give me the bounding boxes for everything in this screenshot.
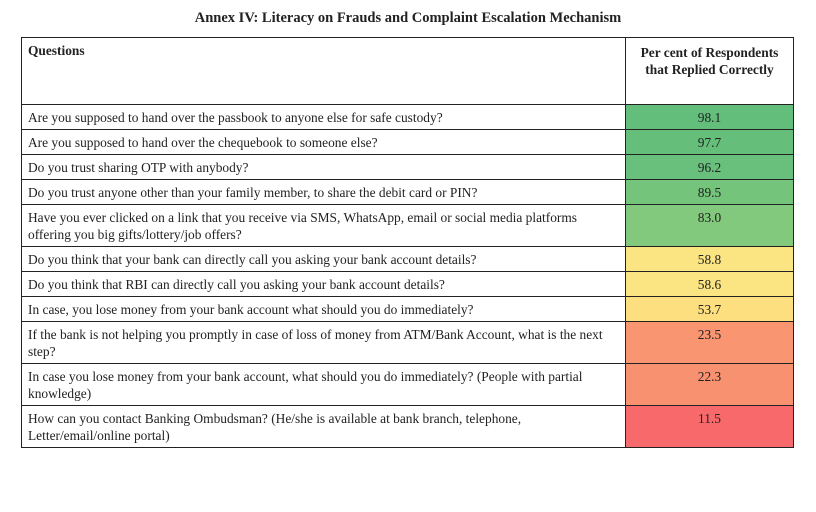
percent-cell: 53.7 [625, 296, 794, 322]
question-cell: Do you trust sharing OTP with anybody? [21, 154, 626, 180]
question-cell: Do you think that RBI can directly call … [21, 271, 626, 297]
header-percent: Per cent of Respondents that Replied Cor… [625, 37, 794, 105]
percent-cell: 58.6 [625, 271, 794, 297]
question-cell: In case you lose money from your bank ac… [21, 363, 626, 406]
percent-cell: 23.5 [625, 321, 794, 364]
question-cell: In case, you lose money from your bank a… [21, 296, 626, 322]
question-cell: Do you trust anyone other than your fami… [21, 179, 626, 205]
percent-cell: 83.0 [625, 204, 794, 247]
table-row: In case, you lose money from your bank a… [21, 296, 794, 322]
table-row: Do you trust anyone other than your fami… [21, 179, 794, 205]
percent-cell: 98.1 [625, 104, 794, 130]
table-row: Do you think that RBI can directly call … [21, 271, 794, 297]
percent-cell: 96.2 [625, 154, 794, 180]
question-cell: Do you think that your bank can directly… [21, 246, 626, 272]
table-row: Are you supposed to hand over the cheque… [21, 129, 794, 155]
table-row: How can you contact Banking Ombudsman? (… [21, 405, 794, 448]
percent-cell: 89.5 [625, 179, 794, 205]
table-row: Have you ever clicked on a link that you… [21, 204, 794, 247]
question-cell: Have you ever clicked on a link that you… [21, 204, 626, 247]
header-row: Questions Per cent of Respondents that R… [21, 37, 794, 105]
question-cell: Are you supposed to hand over the passbo… [21, 104, 626, 130]
table-row: Do you think that your bank can directly… [21, 246, 794, 272]
percent-cell: 11.5 [625, 405, 794, 448]
question-cell: If the bank is not helping you promptly … [21, 321, 626, 364]
header-questions: Questions [21, 37, 626, 105]
percent-cell: 97.7 [625, 129, 794, 155]
table-row: In case you lose money from your bank ac… [21, 363, 794, 406]
literacy-table: Questions Per cent of Respondents that R… [21, 37, 794, 448]
table-row: Do you trust sharing OTP with anybody? 96… [21, 154, 794, 180]
question-cell: How can you contact Banking Ombudsman? (… [21, 405, 626, 448]
question-cell: Are you supposed to hand over the cheque… [21, 129, 626, 155]
percent-cell: 22.3 [625, 363, 794, 406]
table-title: Annex IV: Literacy on Frauds and Complai… [194, 10, 622, 26]
percent-cell: 58.8 [625, 246, 794, 272]
table-row: Are you supposed to hand over the passbo… [21, 104, 794, 130]
table-row: If the bank is not helping you promptly … [21, 321, 794, 364]
